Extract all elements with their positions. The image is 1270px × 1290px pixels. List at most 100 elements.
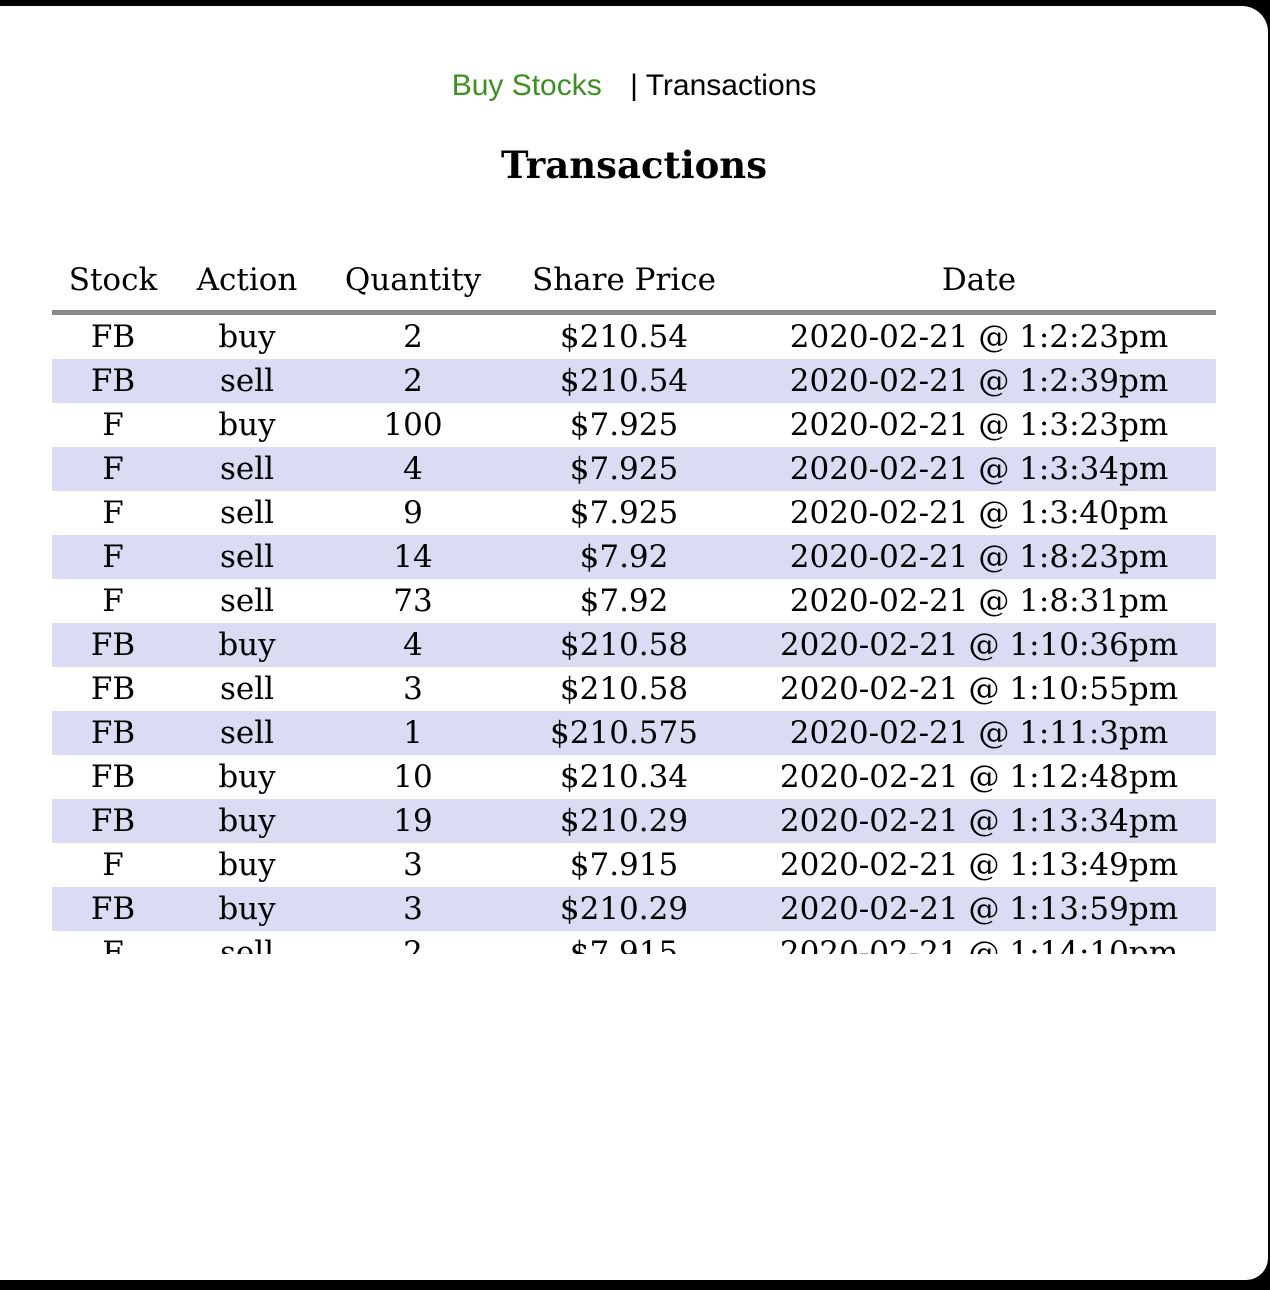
- transactions-table-container[interactable]: Stock Action Quantity Share Price Date F…: [52, 250, 1216, 954]
- cell-date: 2020-02-21 @ 1:13:49pm: [779, 847, 1179, 883]
- cell-stock: FB: [90, 671, 136, 707]
- cell-quantity: 3: [403, 847, 423, 883]
- cell-action: buy: [218, 319, 276, 355]
- cell-action: sell: [174, 447, 320, 491]
- header-quantity: Quantity: [320, 250, 506, 315]
- cell-share-price: $210.58: [559, 671, 689, 707]
- cell-action: buy: [218, 847, 276, 883]
- table-body: FB buy 2 $210.54 2020-02-21 @ 1:2:23pm FB sell…: [52, 313, 1216, 954]
- cell-share-price: $210.575: [506, 711, 742, 755]
- cell-quantity: 19: [320, 799, 506, 843]
- buy-stocks-link[interactable]: Buy Stocks: [451, 69, 602, 102]
- cell-action: sell: [174, 711, 320, 755]
- table-row: FB sell 3 $210.58 2020-02-21 @ 1:10:55pm: [52, 667, 1216, 711]
- cell-action: sell: [219, 671, 275, 707]
- cell-date: 2020-02-21 @ 1:3:40pm: [789, 495, 1169, 531]
- cell-share-price: $210.54: [559, 319, 689, 355]
- cell-quantity: 4: [320, 623, 506, 667]
- cell-stock: FB: [52, 799, 174, 843]
- table-header-row: Stock Action Quantity Share Price Date: [52, 250, 1216, 315]
- table-row: FB buy 19 $210.29 2020-02-21 @ 1:13:34pm: [52, 799, 1216, 843]
- cell-quantity: 9: [403, 495, 423, 531]
- cell-stock: F: [102, 583, 124, 619]
- cell-share-price: $7.915: [569, 935, 679, 954]
- cell-quantity: 2: [320, 359, 506, 403]
- browser-viewport: Buy Stocks | Transactions Transactions S…: [0, 6, 1268, 1280]
- cell-action: sell: [219, 935, 275, 954]
- cell-date: 2020-02-21 @ 1:10:55pm: [779, 671, 1179, 707]
- cell-quantity: 73: [393, 583, 433, 619]
- cell-date: 2020-02-21 @ 1:3:34pm: [742, 447, 1216, 491]
- cell-action: buy: [174, 799, 320, 843]
- cell-action: sell: [174, 535, 320, 579]
- cell-date: 2020-02-21 @ 1:3:23pm: [789, 407, 1169, 443]
- cell-quantity: 10: [393, 759, 433, 795]
- cell-quantity: 14: [320, 535, 506, 579]
- cell-action: sell: [174, 359, 320, 403]
- cell-stock: F: [102, 407, 124, 443]
- table-row: FB buy 3 $210.29 2020-02-21 @ 1:13:59pm: [52, 887, 1216, 931]
- cell-date: 2020-02-21 @ 1:14:10pm: [779, 935, 1179, 954]
- cell-quantity: 1: [320, 711, 506, 755]
- cell-stock: F: [102, 495, 124, 531]
- cell-stock: FB: [90, 759, 136, 795]
- cell-stock: F: [52, 535, 174, 579]
- transactions-table: Stock Action Quantity Share Price Date F…: [52, 250, 1216, 954]
- cell-stock: FB: [52, 359, 174, 403]
- cell-stock: FB: [52, 887, 174, 931]
- cell-stock: FB: [90, 319, 136, 355]
- cell-quantity: 2: [403, 319, 423, 355]
- cell-share-price: $210.29: [506, 799, 742, 843]
- table-row: FB buy 10 $210.34 2020-02-21 @ 1:12:48pm: [52, 755, 1216, 799]
- cell-share-price: $7.915: [569, 847, 679, 883]
- cell-action: buy: [218, 407, 276, 443]
- cell-share-price: $7.925: [569, 407, 679, 443]
- cell-date: 2020-02-21 @ 1:8:23pm: [742, 535, 1216, 579]
- cell-date: 2020-02-21 @ 1:13:59pm: [742, 887, 1216, 931]
- cell-action: buy: [174, 887, 320, 931]
- table-row: FB buy 4 $210.58 2020-02-21 @ 1:10:36pm: [52, 623, 1216, 667]
- cell-stock: F: [102, 935, 124, 954]
- cell-date: 2020-02-21 @ 1:2:23pm: [789, 319, 1169, 355]
- transactions-link[interactable]: Transactions: [645, 69, 817, 102]
- table-row: FB sell 2 $210.54 2020-02-21 @ 1:2:39pm: [52, 359, 1216, 403]
- table-row: FB sell 1 $210.575 2020-02-21 @ 1:11:3pm: [52, 711, 1216, 755]
- cell-stock: FB: [52, 711, 174, 755]
- cell-share-price: $210.29: [506, 887, 742, 931]
- cell-stock: F: [102, 847, 124, 883]
- nav-separator: |: [630, 69, 638, 102]
- cell-action: buy: [218, 759, 276, 795]
- cell-action: sell: [219, 495, 275, 531]
- cell-quantity: 3: [320, 887, 506, 931]
- page-title: Transactions: [500, 143, 768, 187]
- cell-share-price: $210.54: [506, 359, 742, 403]
- cell-date: 2020-02-21 @ 1:13:34pm: [742, 799, 1216, 843]
- cell-date: 2020-02-21 @ 1:11:3pm: [742, 711, 1216, 755]
- cell-share-price: $210.34: [559, 759, 689, 795]
- cell-share-price: $7.925: [506, 447, 742, 491]
- header-action: Action: [174, 250, 320, 315]
- cell-date: 2020-02-21 @ 1:12:48pm: [779, 759, 1179, 795]
- cell-quantity: 100: [383, 407, 443, 443]
- cell-action: sell: [219, 583, 275, 619]
- cell-share-price: $210.58: [506, 623, 742, 667]
- cell-date: 2020-02-21 @ 1:2:39pm: [742, 359, 1216, 403]
- cell-share-price: $7.925: [569, 495, 679, 531]
- cell-share-price: $7.92: [506, 535, 742, 579]
- cell-date: 2020-02-21 @ 1:10:36pm: [742, 623, 1216, 667]
- header-share-price: Share Price: [506, 250, 742, 315]
- header-date: Date: [742, 250, 1216, 315]
- cell-quantity: 4: [320, 447, 506, 491]
- cell-share-price: $7.92: [579, 583, 669, 619]
- cell-stock: F: [52, 447, 174, 491]
- top-nav: Buy Stocks | Transactions: [0, 68, 1268, 104]
- header-stock: Stock: [52, 250, 174, 315]
- cell-action: buy: [174, 623, 320, 667]
